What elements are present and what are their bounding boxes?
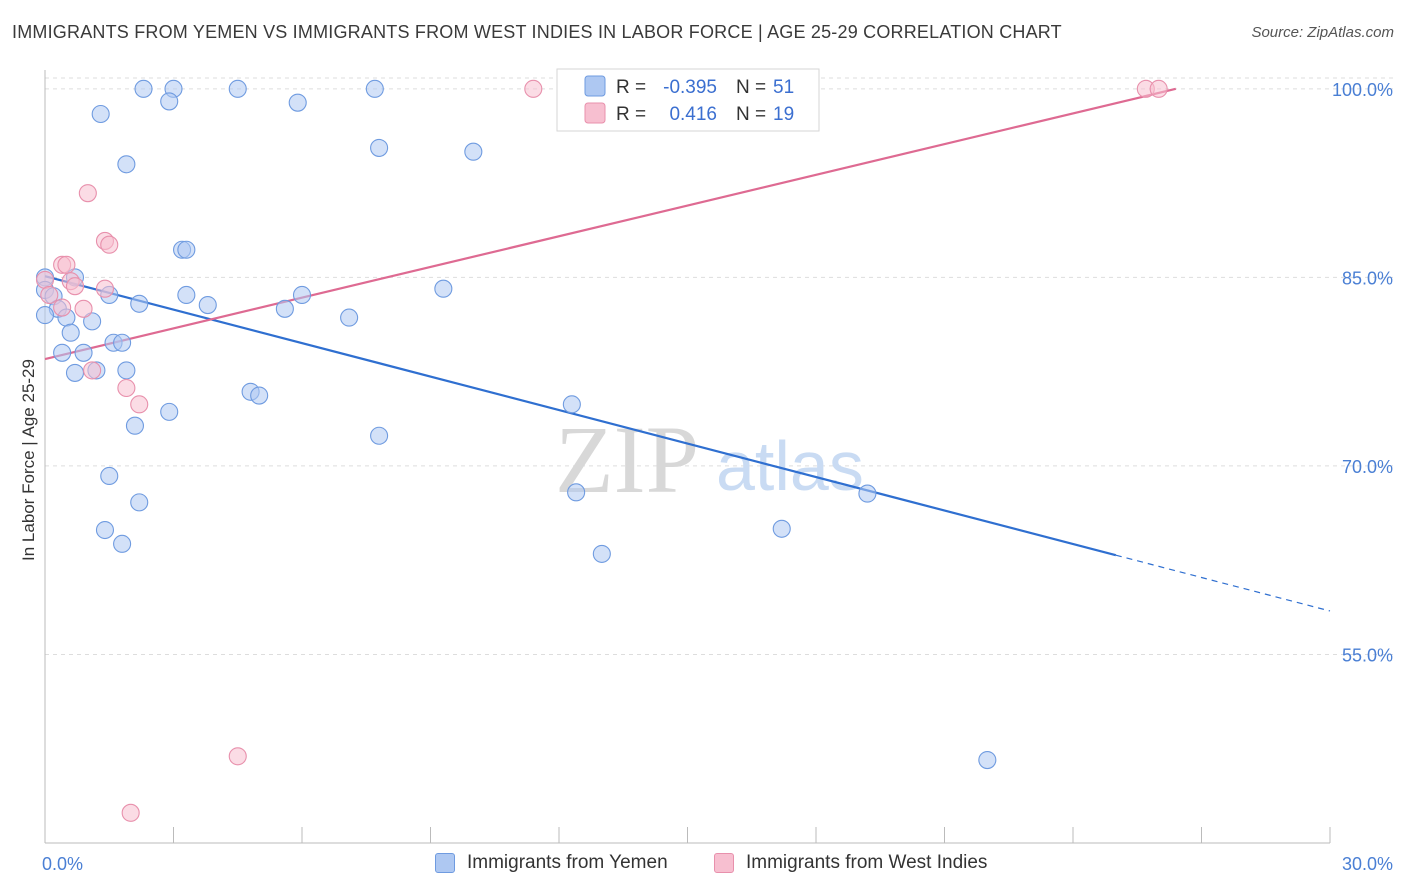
trend-line-extension-yemen [1115,554,1331,612]
data-point-yemen [130,294,149,313]
data-point-yemen [53,343,72,362]
data-point-yemen [567,483,586,502]
stats-r-value-westindies: 0.416 [669,104,717,125]
trend-line-yemen [44,275,1117,557]
data-point-westindies [83,361,102,380]
data-point-yemen [292,285,312,305]
stats-legend: R = -0.395 N = 51 R = 0.416 N = 19 [556,68,820,132]
data-point-yemen [134,79,153,98]
data-point-yemen [340,308,359,327]
stats-swatch-westindies [584,102,606,124]
data-point-westindies [57,255,76,274]
y-tick-label: 100.0% [1332,80,1393,100]
y-tick-label: 85.0% [1342,268,1393,288]
data-point-yemen [130,493,149,512]
data-point-yemen [592,544,611,563]
data-point-yemen [370,138,389,157]
y-tick-label: 70.0% [1342,457,1393,477]
data-point-westindies [78,184,97,203]
y-axis-title: In Labor Force | Age 25-29 [19,359,38,561]
data-point-yemen [74,343,93,362]
trend-line-westindies [44,87,1177,361]
data-point-westindies [130,395,149,414]
data-point-yemen [100,466,119,486]
trend-lines [44,87,1331,612]
data-point-yemen [370,426,389,445]
data-points [35,79,1168,822]
stats-n-value-westindies: 19 [773,104,794,125]
data-point-yemen [91,104,110,124]
data-point-yemen [177,240,196,259]
data-point-yemen [177,285,196,305]
stats-n-label-westindies: N = [736,104,766,125]
chart-title: IMMIGRANTS FROM YEMEN VS IMMIGRANTS FROM… [12,22,1062,42]
data-point-yemen [978,750,997,770]
data-point-yemen [117,361,136,380]
data-point-yemen [65,363,85,382]
data-point-yemen [160,402,179,421]
data-point-westindies [35,270,55,289]
data-point-yemen [35,306,55,325]
source-credit: Source: ZipAtlas.com [1251,24,1394,41]
data-point-yemen [83,312,102,331]
y-tick-label: 55.0% [1342,645,1393,665]
data-point-westindies [524,79,543,98]
stats-r-value-yemen: -0.395 [663,77,717,98]
x-tick-label-max: 30.0% [1342,854,1393,874]
legend-item-yemen[interactable]: Immigrants from Yemen [435,852,668,874]
data-point-yemen [250,386,269,405]
data-point-westindies [1149,79,1168,98]
x-tick-label-min: 0.0% [42,854,83,874]
data-point-yemen [61,323,80,342]
data-point-westindies [40,285,59,305]
stats-n-value-yemen: 51 [773,77,794,98]
y-tick-labels: 100.0% 85.0% 70.0% 55.0% [1332,80,1393,666]
stats-n-label-yemen: N = [736,77,766,98]
legend-swatch-westindies [714,853,734,873]
legend-swatch-yemen [435,853,455,873]
data-point-yemen [228,79,247,98]
data-point-westindies [65,277,85,296]
stats-r-label-yemen: R = [616,77,646,98]
data-point-westindies [74,299,93,318]
data-point-yemen [288,93,307,112]
data-point-yemen [434,279,453,298]
data-point-yemen [117,155,136,174]
data-point-yemen [562,395,581,414]
data-point-yemen [95,520,115,540]
stats-swatch-yemen [584,75,606,97]
gridlines [45,77,1395,655]
data-point-yemen [858,484,877,503]
data-point-westindies [95,279,115,298]
data-point-yemen [365,79,384,98]
stats-r-label-westindies: R = [616,104,646,125]
data-point-westindies [228,747,247,766]
data-point-westindies [117,378,136,398]
data-point-yemen [113,333,132,352]
legend-item-westindies[interactable]: Immigrants from West Indies [714,852,987,874]
data-point-westindies [53,298,72,317]
series-legend: Immigrants from Yemen Immigrants from We… [0,852,1406,878]
data-point-westindies [121,803,140,822]
legend-label-yemen: Immigrants from Yemen [467,852,668,873]
data-point-yemen [275,299,294,318]
data-point-yemen [113,534,132,553]
data-point-westindies [100,235,119,254]
watermark-atlas: atlas [716,427,864,505]
legend-label-westindies: Immigrants from West Indies [746,852,988,873]
watermark: ZIP atlas [555,406,864,513]
axes [44,70,1331,844]
data-point-yemen [125,416,144,435]
data-point-yemen [464,142,483,161]
data-point-yemen [198,295,217,315]
data-point-yemen [772,519,791,538]
x-tick-labels: 0.0% 30.0% [42,854,1393,874]
data-point-yemen [160,92,179,111]
